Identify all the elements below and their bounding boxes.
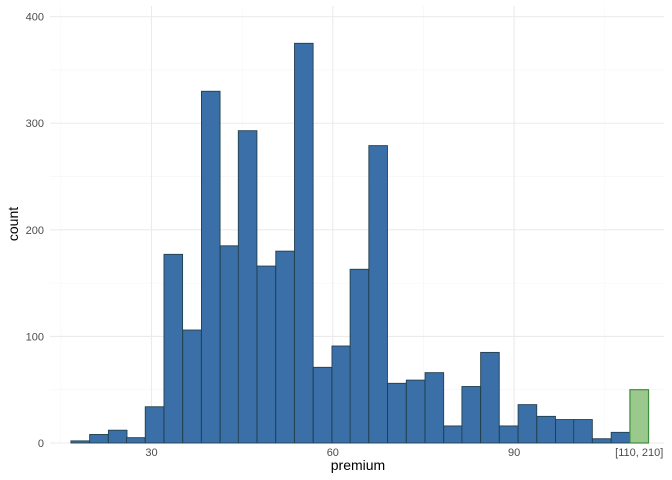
x-axis-title: premium bbox=[331, 457, 385, 473]
y-axis-ticks: 0 100 200 300 400 bbox=[26, 12, 44, 450]
y-tick-label: 0 bbox=[38, 438, 44, 450]
histogram-bar bbox=[200, 90, 221, 444]
x-tick-label: 30 bbox=[145, 447, 157, 459]
histogram-bar bbox=[294, 42, 314, 444]
histogram-bar bbox=[163, 253, 184, 444]
histogram-bar bbox=[144, 406, 165, 444]
histogram-bar bbox=[331, 345, 352, 444]
histogram-bar bbox=[368, 145, 388, 444]
histogram-bar bbox=[219, 245, 240, 444]
x-axis-ticks: 30 60 90 [110, 210] bbox=[145, 447, 663, 459]
histogram-bar bbox=[405, 379, 426, 444]
histogram-bar bbox=[498, 425, 519, 444]
histogram-bar bbox=[107, 429, 128, 444]
histogram-bar bbox=[461, 386, 481, 444]
histogram-bar bbox=[182, 329, 202, 444]
histogram-bar bbox=[237, 130, 258, 444]
histogram-bar bbox=[89, 434, 109, 444]
histogram-bar bbox=[555, 419, 575, 444]
y-axis-title: count bbox=[5, 207, 21, 241]
histogram-bar bbox=[126, 437, 146, 444]
y-tick-label: 400 bbox=[26, 12, 44, 24]
x-tick-label: 60 bbox=[327, 447, 339, 459]
histogram-bar bbox=[349, 268, 370, 444]
histogram-bar bbox=[424, 372, 445, 444]
y-tick-label: 100 bbox=[26, 331, 44, 343]
y-tick-label: 300 bbox=[26, 118, 44, 130]
histogram-bar bbox=[610, 431, 631, 444]
histogram-bar bbox=[312, 366, 333, 444]
histogram-bar bbox=[443, 425, 463, 444]
histogram-bar bbox=[480, 351, 500, 444]
histogram-bar bbox=[256, 265, 277, 444]
histogram-bars bbox=[70, 42, 650, 444]
histogram-bar bbox=[573, 419, 593, 444]
x-tick-label: 90 bbox=[508, 447, 520, 459]
histogram-bar bbox=[70, 440, 90, 444]
overflow-tick-label: [110, 210] bbox=[615, 447, 663, 459]
histogram-bar bbox=[536, 415, 556, 444]
y-tick-label: 200 bbox=[26, 225, 44, 237]
overflow-bar bbox=[629, 389, 650, 444]
histogram-bar bbox=[275, 250, 295, 444]
histogram-bar bbox=[517, 404, 538, 444]
histogram-bar bbox=[591, 438, 612, 444]
histogram-bar bbox=[387, 382, 407, 444]
